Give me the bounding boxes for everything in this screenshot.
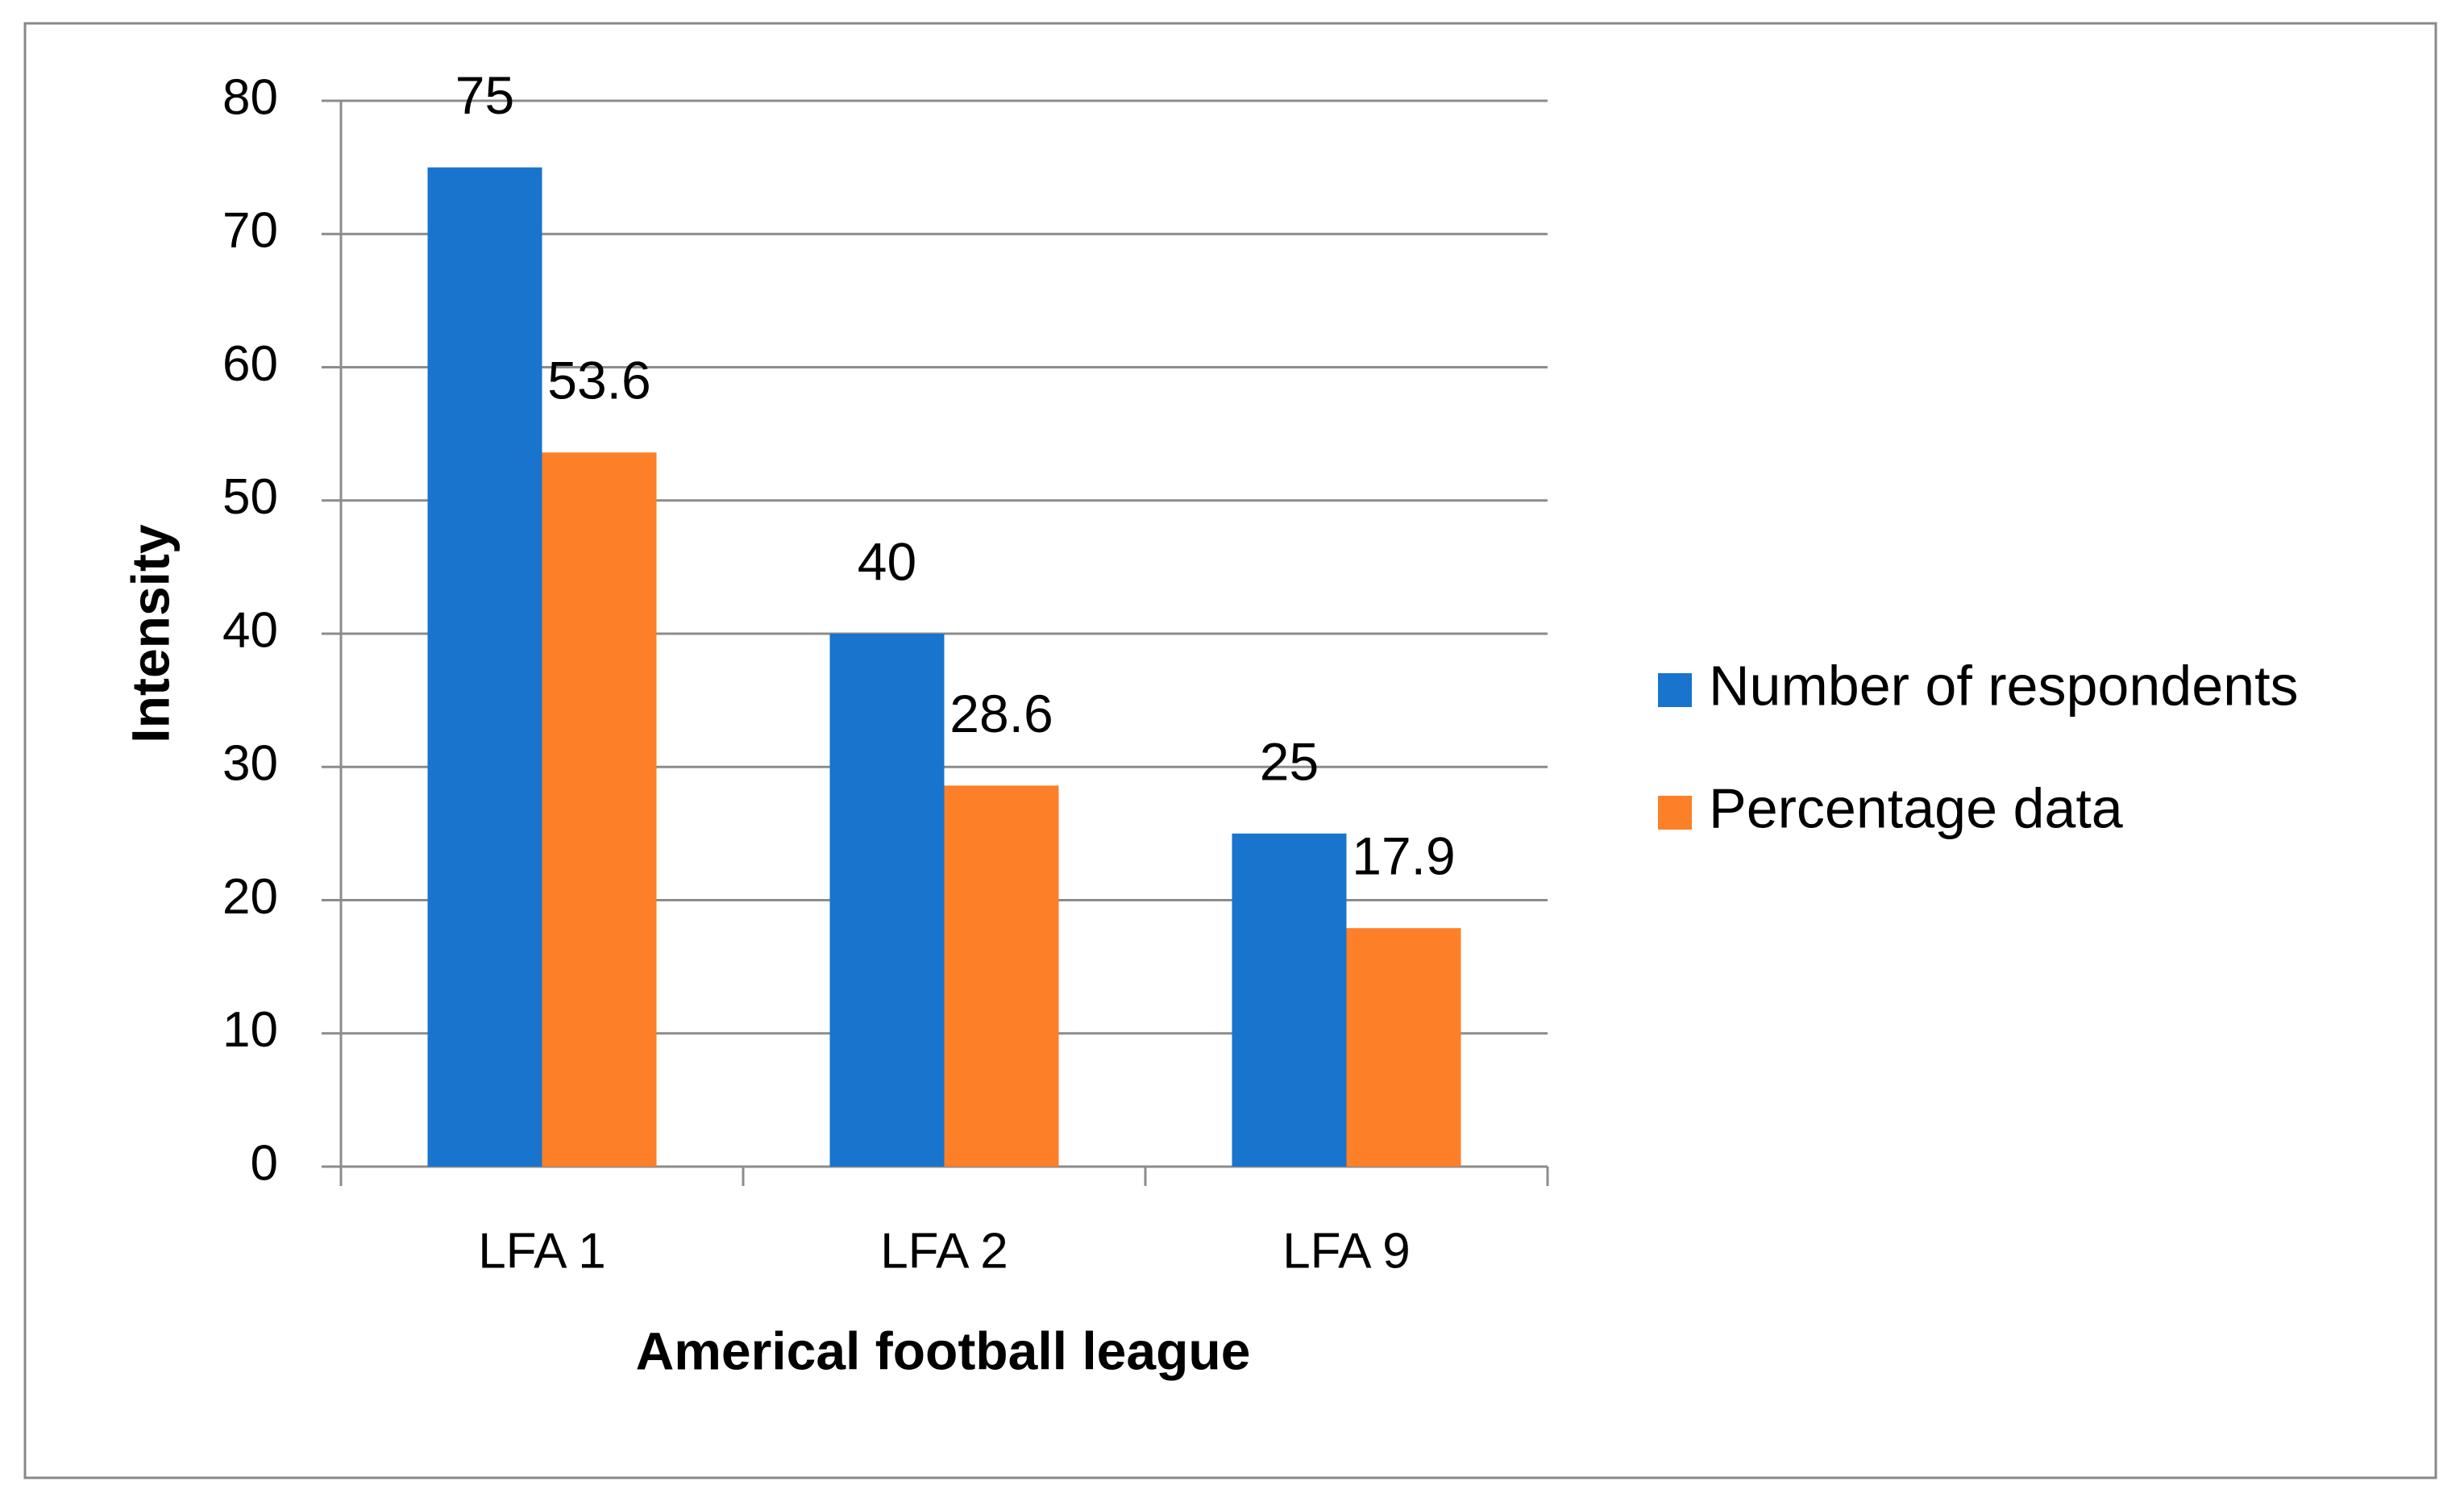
y-tick-label: 30 [222, 736, 278, 792]
data-label: 25 [1260, 731, 1319, 791]
legend-swatch [1658, 796, 1692, 830]
legend-swatch [1658, 673, 1692, 707]
bar [829, 634, 945, 1167]
x-axis-title: Americal football league [636, 1321, 1251, 1380]
bar [1346, 928, 1461, 1167]
y-tick-label: 60 [222, 336, 278, 392]
legend-label: Percentage data [1709, 776, 2123, 839]
y-tick-label: 40 [222, 602, 278, 658]
y-tick-label: 0 [251, 1135, 278, 1191]
y-tick-label: 70 [222, 203, 278, 259]
x-tick-label: LFA 9 [1282, 1223, 1411, 1279]
bar [542, 452, 657, 1167]
y-tick-label: 50 [222, 469, 278, 525]
bar [1232, 833, 1347, 1167]
y-axis-title: Intensity [120, 524, 180, 743]
data-label: 28.6 [949, 684, 1053, 743]
y-tick-label: 80 [222, 69, 278, 125]
data-label: 17.9 [1352, 826, 1455, 886]
data-label: 40 [858, 531, 916, 591]
legend-label: Number of respondents [1709, 654, 2299, 717]
bar [944, 785, 1059, 1167]
x-tick-label: LFA 1 [478, 1223, 606, 1279]
y-tick-label: 20 [222, 869, 278, 925]
y-tick-label: 10 [222, 1002, 278, 1058]
x-tick-label: LFA 2 [880, 1223, 1008, 1279]
data-label: 75 [455, 65, 514, 125]
chart-border [23, 22, 2437, 1479]
bar [427, 167, 542, 1167]
data-label: 53.6 [547, 351, 650, 410]
